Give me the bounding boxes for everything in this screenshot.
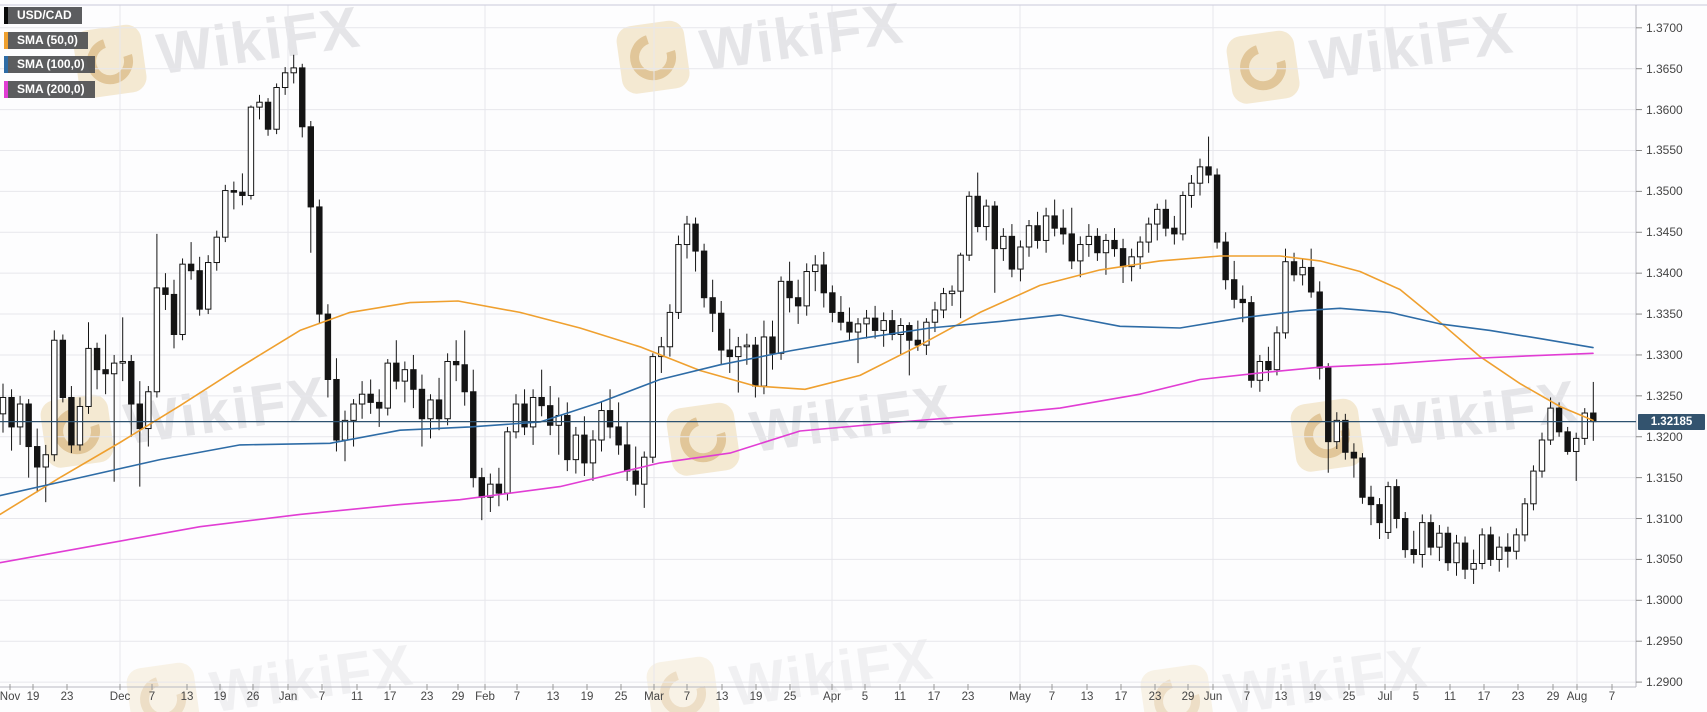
price-axis-tick-label: 1.3500 <box>1646 184 1683 199</box>
price-axis-tick-label: 1.3400 <box>1646 266 1683 281</box>
price-axis-tick-label: 1.3700 <box>1646 20 1683 35</box>
time-axis-tick-label: 5 <box>861 691 869 703</box>
legend-label: SMA (200,0) <box>8 81 95 98</box>
price-axis-tick-label: 1.3550 <box>1646 143 1683 158</box>
legend-color-stripe <box>4 56 8 73</box>
time-axis-tick-label: 11 <box>351 691 363 703</box>
legend-item-sma-100-0: SMA (100,0) <box>4 56 95 73</box>
legend-color-stripe <box>4 81 8 98</box>
time-axis-tick-label: 23 <box>1511 691 1525 703</box>
time-axis-tick-label: Nov <box>0 691 21 703</box>
legend-label: SMA (100,0) <box>8 56 95 73</box>
legend-item-sma-200-0: SMA (200,0) <box>4 81 95 98</box>
time-axis-tick-label: 25 <box>1342 691 1356 703</box>
time-axis-tick-label: 7 <box>318 691 326 703</box>
time-axis-tick-label: Aug <box>1566 691 1588 703</box>
time-axis-tick-label: 11 <box>894 691 906 703</box>
time-axis-tick-label: Dec <box>109 691 131 703</box>
legend-item-sma-50-0: SMA (50,0) <box>4 32 88 49</box>
price-axis-tick-label: 1.3050 <box>1646 552 1683 567</box>
time-axis-tick-label: 13 <box>546 691 560 703</box>
time-axis-tick-label: 13 <box>715 691 729 703</box>
legend-item-usd-cad: USD/CAD <box>4 7 82 24</box>
time-axis-tick-label: 26 <box>246 691 260 703</box>
time-axis-tick-label: 17 <box>1114 691 1128 703</box>
time-axis-tick-label: 23 <box>420 691 434 703</box>
price-axis-tick-label: 1.3150 <box>1646 470 1683 485</box>
time-axis-tick-label: 19 <box>1308 691 1322 703</box>
time-axis-tick-label: 13 <box>1080 691 1094 703</box>
time-axis-tick-label: 23 <box>961 691 975 703</box>
time-axis-tick-label: 25 <box>614 691 628 703</box>
legend-color-stripe <box>4 32 8 49</box>
time-axis-tick-label: 19 <box>26 691 40 703</box>
time-axis-tick-label: Jul <box>1377 691 1393 703</box>
time-axis-tick-label: Feb <box>475 691 495 703</box>
time-axis-tick-label: 23 <box>1148 691 1162 703</box>
time-axis-tick-label: 23 <box>60 691 74 703</box>
price-axis-tick-label: 1.3250 <box>1646 388 1683 403</box>
price-axis-tick-label: 1.3350 <box>1646 307 1683 322</box>
price-axis-tick-label: 1.3600 <box>1646 102 1683 117</box>
time-axis-tick-label: 7 <box>1048 691 1056 703</box>
price-axis-tick-label: 1.3300 <box>1646 347 1683 362</box>
time-axis-tick-label: Mar <box>644 691 664 703</box>
time-axis-tick-label: 11 <box>1444 691 1456 703</box>
current-price-badge: 1.32185 <box>1638 413 1705 430</box>
legend-label: USD/CAD <box>8 7 82 24</box>
time-axis-tick-label: 13 <box>1274 691 1288 703</box>
time-axis-tick-label: 17 <box>927 691 941 703</box>
time-axis-tick-label: 7 <box>683 691 691 703</box>
time-axis-tick-label: 17 <box>1477 691 1491 703</box>
time-axis-tick-label: 29 <box>1546 691 1560 703</box>
time-axis-tick-label: 7 <box>1608 691 1616 703</box>
time-axis-tick-label: 7 <box>148 691 156 703</box>
time-axis-tick-label: 19 <box>580 691 594 703</box>
time-axis-tick-label: 29 <box>1181 691 1195 703</box>
time-axis-tick-label: Jan <box>278 691 298 703</box>
price-axis-tick-label: 1.2950 <box>1646 634 1683 649</box>
price-axis-tick-label: 1.3200 <box>1646 429 1683 444</box>
time-axis-tick-label: 7 <box>513 691 521 703</box>
price-axis-tick-label: 1.3450 <box>1646 225 1683 240</box>
time-axis-tick-label: 17 <box>383 691 397 703</box>
time-axis-tick-label: 19 <box>749 691 763 703</box>
legend-color-stripe <box>4 7 8 24</box>
legend-label: SMA (50,0) <box>8 32 88 49</box>
price-axis-tick-label: 1.2900 <box>1646 675 1683 690</box>
time-axis-tick-label: Apr <box>823 691 841 703</box>
current-price-value: 1.32185 <box>1650 415 1693 428</box>
price-axis-tick-label: 1.3000 <box>1646 593 1683 608</box>
time-axis-tick-label: Jun <box>1203 691 1223 703</box>
time-axis-tick-label: May <box>1009 691 1031 703</box>
time-axis-tick-label: 19 <box>213 691 227 703</box>
time-axis-tick-label: 25 <box>783 691 797 703</box>
time-axis-tick-label: 5 <box>1412 691 1420 703</box>
time-axis-tick-label: 29 <box>451 691 465 703</box>
time-axis-tick-label: 7 <box>1243 691 1251 703</box>
time-axis-tick-label: 13 <box>180 691 194 703</box>
price-axis-tick-label: 1.3650 <box>1646 61 1683 76</box>
price-axis-tick-label: 1.3100 <box>1646 511 1683 526</box>
